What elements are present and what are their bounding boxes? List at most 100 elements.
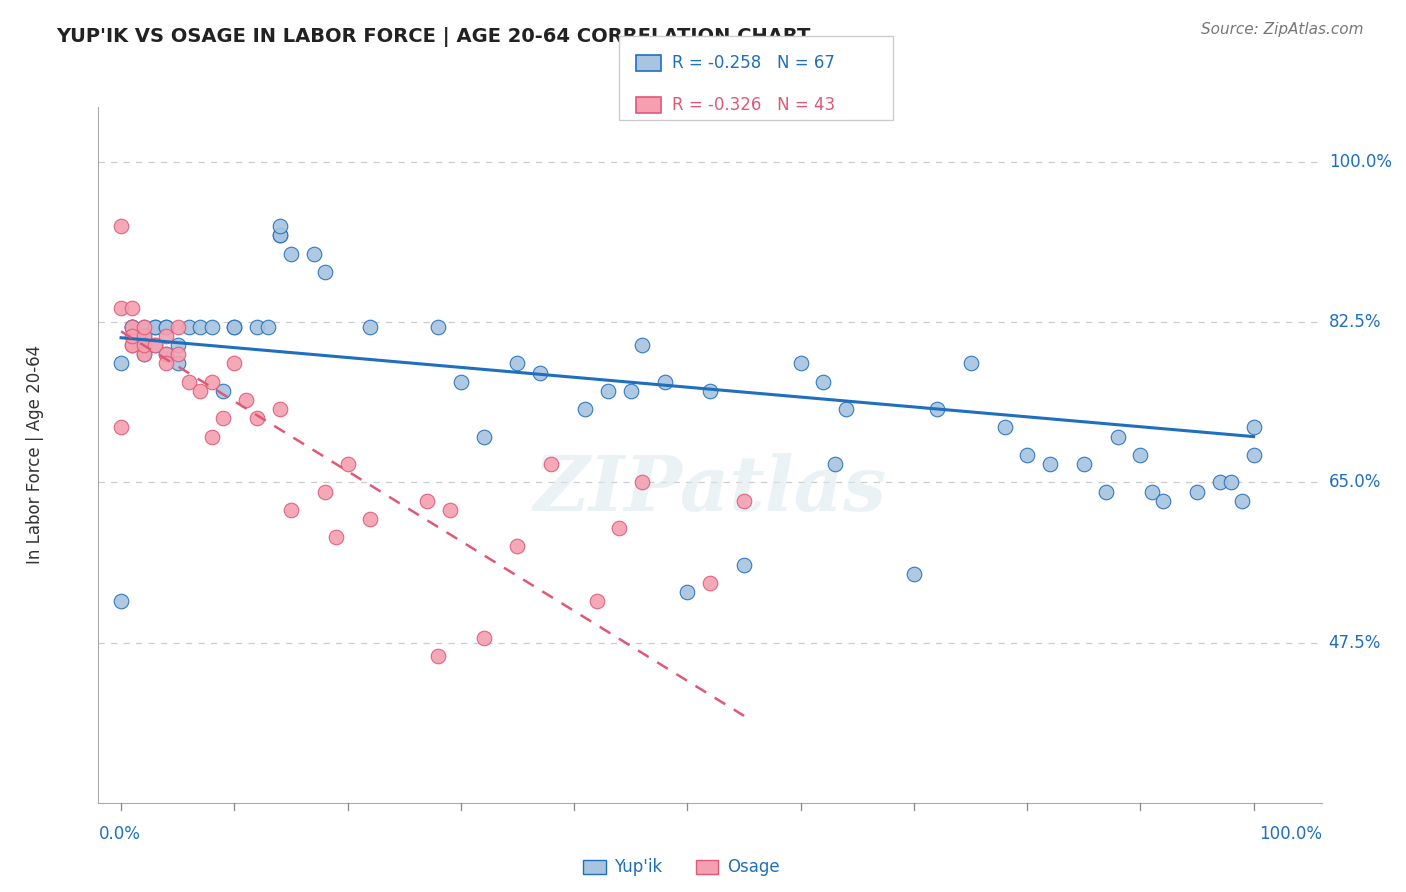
Point [166,319,188,334]
Point [1220,475,1243,490]
Text: 100.0%: 100.0% [1329,153,1392,171]
Point [1152,493,1174,508]
Point [257,319,280,334]
Point [155,356,177,370]
Point [472,429,495,443]
Point [654,375,676,389]
Point [132,338,155,352]
Point [609,521,631,535]
Point [336,457,359,471]
Point [1129,448,1152,462]
Point [959,356,981,370]
Point [1243,420,1265,434]
Text: R = -0.326   N = 43: R = -0.326 N = 43 [672,96,835,114]
Point [132,329,155,343]
Text: 47.5%: 47.5% [1329,633,1381,651]
Point [1017,448,1039,462]
Point [166,347,188,361]
Point [631,338,654,352]
Point [269,402,291,417]
Point [132,338,155,352]
Point [121,319,143,334]
Point [699,384,721,398]
Point [472,631,495,645]
Point [177,319,200,334]
Point [121,338,143,352]
Point [110,219,132,233]
Point [302,246,325,260]
Point [506,540,529,554]
Point [121,338,143,352]
Point [596,384,619,398]
Point [110,356,132,370]
Point [155,329,177,343]
Point [121,319,143,334]
Point [224,319,246,334]
Point [280,246,302,260]
Point [166,338,188,352]
Point [177,375,200,389]
Point [280,503,302,517]
Point [132,347,155,361]
Point [155,319,177,334]
Point [1208,475,1230,490]
Point [110,594,132,608]
Point [166,356,188,370]
Point [143,338,166,352]
Point [1185,484,1208,499]
Text: R = -0.258   N = 67: R = -0.258 N = 67 [672,54,835,71]
Point [155,347,177,361]
Point [269,219,291,233]
Point [1039,457,1062,471]
Point [121,329,143,343]
Point [201,319,224,334]
Point [835,402,858,417]
Point [143,319,166,334]
Point [529,366,551,380]
Text: 65.0%: 65.0% [1329,474,1381,491]
Point [439,503,461,517]
Point [246,411,269,425]
Point [201,429,224,443]
Point [201,375,224,389]
Point [143,338,166,352]
Point [121,301,143,316]
Text: Source: ZipAtlas.com: Source: ZipAtlas.com [1201,22,1364,37]
Point [132,347,155,361]
Point [733,493,755,508]
Point [269,228,291,243]
Point [813,375,835,389]
Point [1232,493,1254,508]
Point [121,319,143,334]
Point [585,594,607,608]
Point [427,319,450,334]
Text: 100.0%: 100.0% [1258,825,1322,843]
Point [733,558,755,572]
Point [224,356,246,370]
Point [269,228,291,243]
Point [925,402,948,417]
Point [314,265,336,279]
Point [325,530,347,544]
Point [235,392,257,407]
Text: ZIPatlas: ZIPatlas [533,453,887,526]
Text: Yup'ik: Yup'ik [614,858,662,876]
Text: 0.0%: 0.0% [98,825,141,843]
Point [416,493,439,508]
Point [574,402,596,417]
Point [314,484,336,499]
Point [824,457,846,471]
Point [188,384,212,398]
Point [110,420,132,434]
Point [427,649,450,664]
Text: 82.5%: 82.5% [1329,313,1381,331]
Point [450,375,472,389]
Point [993,420,1015,434]
Point [506,356,529,370]
Point [1140,484,1163,499]
Point [132,319,155,334]
Point [143,319,166,334]
Text: Osage: Osage [727,858,779,876]
Point [212,411,235,425]
Point [110,301,132,316]
